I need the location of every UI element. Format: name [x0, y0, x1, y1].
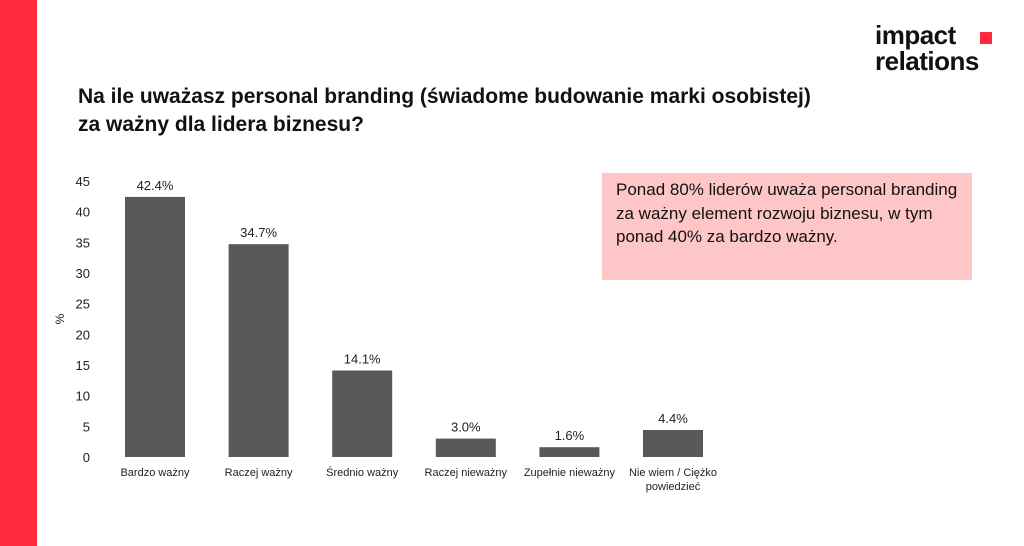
bar: [125, 196, 185, 458]
bar: [332, 370, 393, 457]
y-tick-label: 45: [76, 174, 90, 189]
x-tick-label: Nie wiem / Ciężko: [629, 467, 717, 479]
data-label: 14.1%: [344, 352, 381, 367]
logo: impact relations: [875, 22, 1005, 74]
bar: [643, 430, 703, 457]
logo-square-icon: [980, 32, 992, 44]
y-tick-label: 30: [76, 266, 90, 281]
logo-line-2: relations: [875, 46, 979, 76]
data-label: 1.6%: [555, 428, 585, 443]
title-line-1: Na ile uważasz personal branding (świado…: [78, 85, 811, 108]
data-label: 42.4%: [137, 178, 174, 193]
y-tick-label: 5: [83, 419, 90, 434]
bar: [228, 244, 289, 457]
y-tick-label: 0: [83, 450, 90, 465]
x-tick-label: Bardzo ważny: [120, 467, 190, 479]
page-title: Na ile uważasz personal branding (świado…: [78, 83, 938, 139]
y-tick-label: 20: [76, 327, 90, 342]
y-tick-label: 25: [76, 297, 90, 312]
callout-box: Ponad 80% liderów uważa personal brandin…: [602, 173, 972, 280]
y-tick-label: 40: [76, 205, 90, 220]
y-tick-label: 10: [76, 389, 90, 404]
x-tick-label: Zupełnie nieważny: [524, 467, 616, 479]
x-tick-label: powiedzieć: [646, 481, 701, 493]
x-tick-label: Raczej ważny: [225, 467, 293, 479]
x-tick-label: Średnio ważny: [326, 466, 399, 479]
y-tick-label: 15: [76, 358, 90, 373]
y-tick-label: 35: [76, 235, 90, 250]
data-label: 34.7%: [240, 225, 277, 240]
logo-line-1: impact: [875, 20, 956, 50]
bar: [539, 447, 600, 457]
title-line-2: za ważny dla lidera biznesu?: [78, 113, 364, 136]
x-tick-label: Raczej nieważny: [425, 467, 508, 479]
data-label: 3.0%: [451, 420, 481, 435]
data-label: 4.4%: [658, 411, 688, 426]
y-axis-label: %: [53, 313, 67, 324]
bar: [435, 438, 496, 457]
accent-strip: [0, 0, 37, 546]
